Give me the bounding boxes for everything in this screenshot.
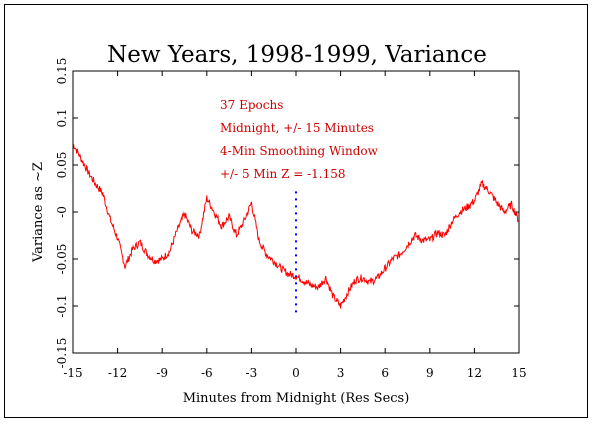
- y-tick-label: -0.05: [55, 244, 69, 275]
- x-tick-label: 12: [467, 366, 482, 380]
- x-tick-label: 0: [292, 366, 300, 380]
- y-tick-label: -0: [55, 206, 69, 218]
- x-tick-label: 9: [426, 366, 434, 380]
- chart-title: New Years, 1998-1999, Variance: [107, 42, 487, 68]
- annotation-line: Midnight, +/- 15 Minutes: [220, 121, 374, 135]
- y-tick-label: -0.1: [55, 294, 69, 317]
- x-axis-label: Minutes from Midnight (Res Secs): [183, 391, 410, 406]
- y-tick-label: -0.15: [55, 338, 69, 369]
- y-tick-label: 0.05: [55, 152, 69, 179]
- y-axis-ticks: -0.15 -0.1 -0.05 -0 0.05 0.1 0.15: [55, 58, 519, 369]
- annotation-line: 37 Epochs: [220, 98, 283, 112]
- x-tick-label: 3: [337, 366, 345, 380]
- annotation-line: 4-Min Smoothing Window: [220, 144, 379, 158]
- y-tick-label: 0.15: [55, 58, 69, 85]
- x-tick-label: 15: [511, 366, 526, 380]
- x-tick-label: -12: [108, 366, 127, 380]
- annotations: 37 Epochs Midnight, +/- 15 Minutes 4-Min S…: [220, 98, 379, 181]
- x-tick-label: -3: [246, 366, 258, 380]
- x-tick-label: -9: [156, 366, 168, 380]
- annotation-line: +/- 5 Min Z = -1.158: [220, 167, 346, 181]
- x-axis-ticks: -15 -12 -9 -6 -3 0 3 6 9 12 15: [63, 71, 527, 380]
- x-tick-label: 6: [381, 366, 389, 380]
- x-tick-label: -6: [201, 366, 213, 380]
- y-tick-label: 0.1: [55, 108, 69, 127]
- y-axis-label: Variance as ~Z: [31, 162, 46, 263]
- x-tick-label: -15: [63, 366, 82, 380]
- variance-series-line: [72, 143, 519, 309]
